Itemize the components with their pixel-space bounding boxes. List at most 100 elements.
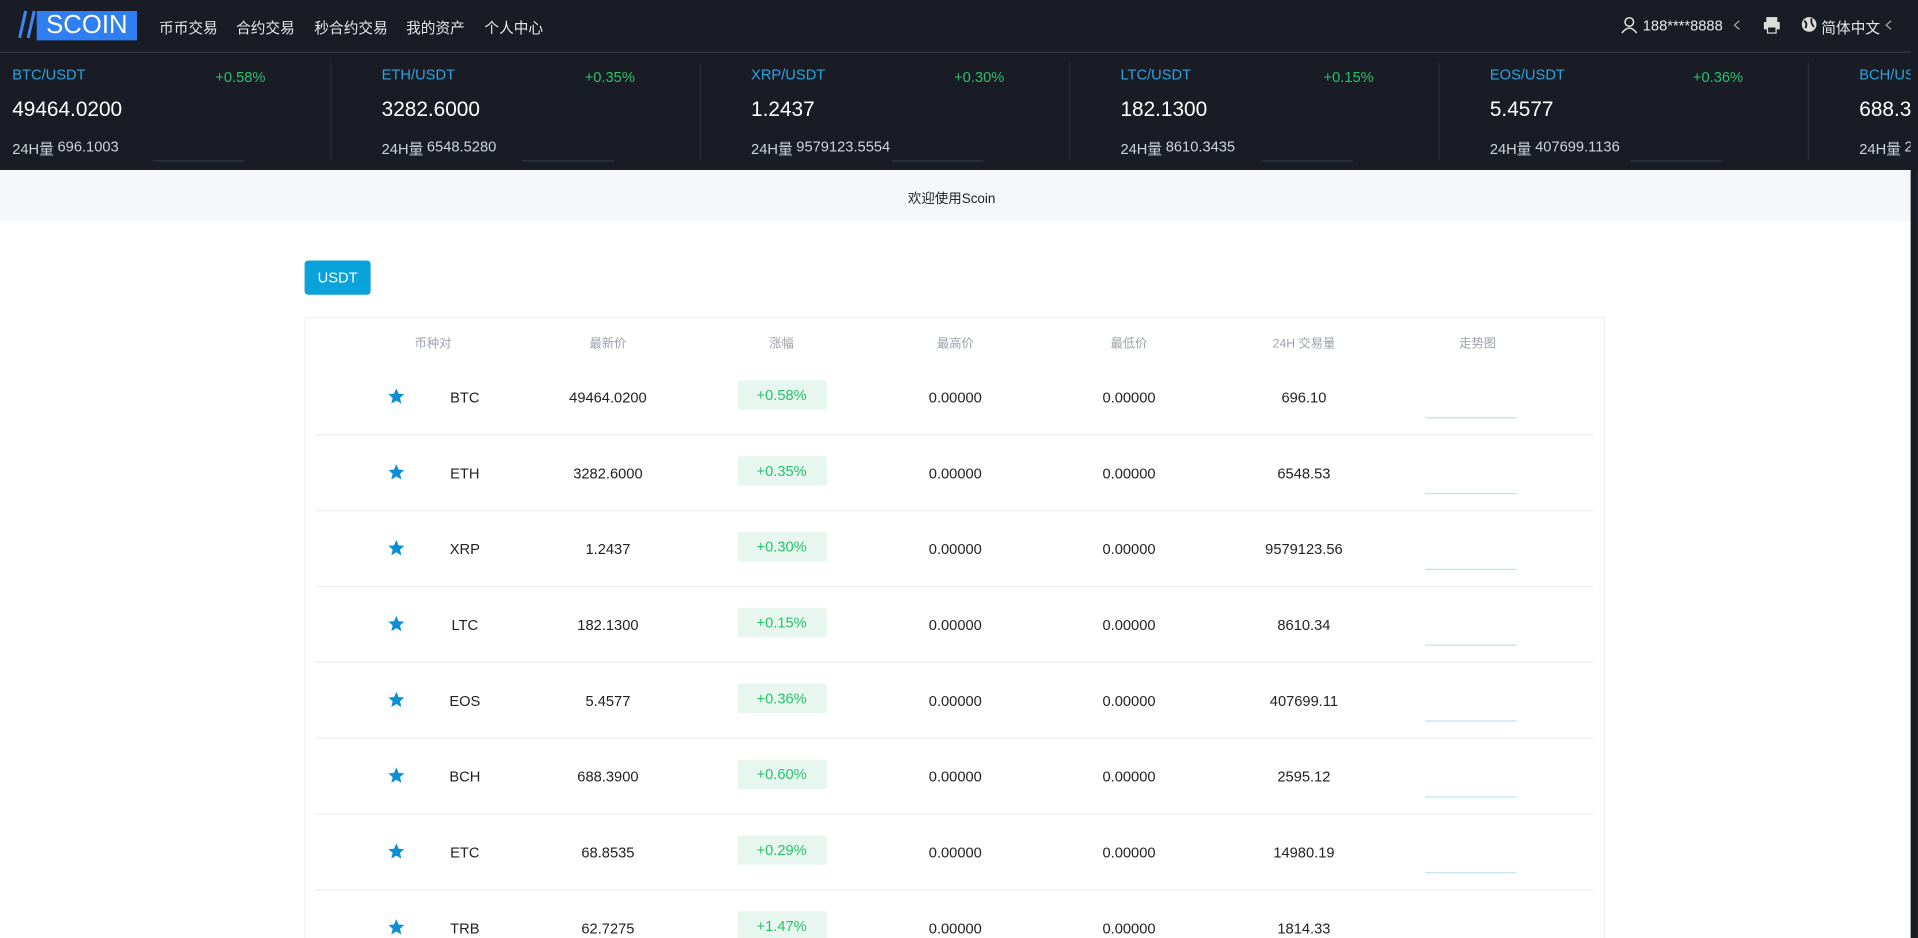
language[interactable]: 简体中文 <box>1821 19 1881 37</box>
ticker-card[interactable]: LTC/USDT +0.15% 182.1300 24H量 8610.3435 <box>1120 53 1475 170</box>
logo[interactable]: SCOIN <box>36 11 137 41</box>
ticker-pair: BCH/USDT <box>1859 66 1918 84</box>
value-cell: 0.00000 <box>1102 464 1156 482</box>
divider <box>1807 62 1810 161</box>
change-cell: +0.35% <box>756 462 807 480</box>
ticker-sparkline <box>1630 160 1723 162</box>
favorite-star[interactable] <box>388 843 405 860</box>
change-cell: +0.30% <box>756 538 807 556</box>
ticker-card[interactable]: BCH/USDT688.390024H量2595.12 <box>1859 53 1918 170</box>
nav-bar: SCOIN 188****8888 简体中文 币币交易 合约交易 秒合约交易 我的资产… <box>0 0 1918 53</box>
value-cell: 0.00000 <box>1102 919 1156 937</box>
nav-link[interactable]: 合约交易 <box>236 19 295 37</box>
globe-icon[interactable] <box>1801 16 1818 33</box>
value-cell: 1.2437 <box>585 540 631 558</box>
favorite-star[interactable] <box>388 388 405 405</box>
change-badge <box>737 532 827 562</box>
nav-link[interactable]: 我的资产 <box>406 19 465 37</box>
value-cell: 0.00000 <box>928 919 982 937</box>
ticker-price: 688.3900 <box>1859 97 1918 122</box>
value-cell: 68.8535 <box>581 844 635 862</box>
ticker-volume: 8610.3435 <box>1165 138 1236 156</box>
value-cell: 0.00000 <box>1102 768 1156 786</box>
trend-sparkline <box>1425 796 1517 798</box>
scrollbar <box>1910 0 1918 938</box>
change-badge <box>737 456 827 486</box>
value-cell: 696.10 <box>1281 388 1327 407</box>
ticker-sparkline <box>1261 160 1353 162</box>
nav-link[interactable]: 个人中心 <box>484 19 544 37</box>
coin-cell: TRB <box>450 919 480 937</box>
ticker-change: +0.58% <box>215 68 266 86</box>
table-row[interactable]: LTC 182.1300 +0.15% 0.00000 0.00000 8610.34 <box>315 586 1594 663</box>
ticker-volume-label: 24H量 <box>381 140 424 158</box>
ticker-pair: XRP/USDT <box>751 66 826 84</box>
favorite-star[interactable] <box>388 464 405 481</box>
chevron <box>1885 20 1892 30</box>
table-row[interactable]: TRB 62.7275 +1.47% 0.00000 0.00000 1814.33 <box>316 889 1594 938</box>
trend-sparkline <box>1425 872 1517 874</box>
table-row[interactable]: BCH 688.3900 +0.60% 0.00000 0.00000 2595.12 <box>315 738 1594 815</box>
ticker-volume: 407699.1136 <box>1535 138 1620 156</box>
table-row[interactable]: BTC 49464.0200 +0.58% 0.00000 0.00000 696.10 <box>315 358 1594 436</box>
value-cell: 9579123.56 <box>1265 540 1343 558</box>
ticker-price: 5.4577 <box>1489 97 1554 122</box>
favorite-star[interactable] <box>388 615 405 632</box>
trend-sparkline <box>1425 644 1517 646</box>
trend-sparkline <box>1425 417 1517 419</box>
value-cell: 0.00000 <box>1102 540 1156 558</box>
change-cell: +0.15% <box>756 614 807 632</box>
value-cell: 6548.53 <box>1277 464 1331 482</box>
ticker-pair: BTC/USDT <box>12 66 86 84</box>
tab-button[interactable]: USDT <box>304 260 371 295</box>
table-row[interactable]: ETH 3282.6000 +0.35% 0.00000 0.00000 6548.53 <box>315 434 1594 512</box>
ticker-card[interactable]: ETH/USDT +0.35% 3282.6000 24H量 6548.5280 <box>382 53 737 170</box>
print-icon[interactable] <box>1763 16 1781 34</box>
value-cell: 407699.11 <box>1269 692 1339 710</box>
table-row[interactable]: ETC 68.8535 +0.29% 0.00000 0.00000 14980.19 <box>315 813 1594 891</box>
ticker-card[interactable]: BTC/USDT +0.58% 49464.0200 24H量 696.1003 <box>12 53 367 170</box>
value-cell: 0.00000 <box>1102 692 1156 710</box>
ticker-volume-label: 24H量 <box>1859 140 1901 158</box>
favorite-star[interactable] <box>388 691 405 708</box>
value-cell: 0.00000 <box>928 388 982 407</box>
table-row[interactable]: XRP 1.2437 +0.30% 0.00000 0.00000 9579123.56 <box>315 510 1594 588</box>
ticker-card[interactable]: XRP/USDT +0.30% 1.2437 24H量 9579123.5554 <box>751 53 1106 170</box>
value-cell: 0.00000 <box>928 616 982 634</box>
change-cell: +0.29% <box>756 841 807 859</box>
nav-link[interactable]: 币币交易 <box>159 19 218 37</box>
value-cell: 49464.0200 <box>569 388 647 407</box>
ticker-sparkline <box>891 160 984 162</box>
table-row[interactable]: EOS 5.4577 +0.36% 0.00000 0.00000 407699.11 <box>315 662 1594 739</box>
coin-cell: BTC <box>450 388 480 407</box>
ticker-pair: EOS/USDT <box>1489 66 1565 84</box>
ticker-price: 49464.0200 <box>12 97 123 122</box>
market-table: 币种对 最新价 涨幅 最高价 最低价 24H 交易量 走势图 BTC 49464.0200 +0.… <box>304 316 1605 938</box>
ticker-card[interactable]: EOS/USDT +0.36% 5.4577 24H量 407699.1136 <box>1490 53 1845 170</box>
favorite-star[interactable] <box>388 919 405 936</box>
nav-link[interactable]: 秒合约交易 <box>314 19 388 37</box>
column-header: 最新价 <box>589 337 627 352</box>
ticker-volume: 6548.5280 <box>426 138 497 156</box>
ticker-volume-label: 24H量 <box>1489 140 1532 158</box>
divider <box>1438 62 1440 161</box>
favorite-star[interactable] <box>388 539 405 556</box>
divider <box>1069 62 1071 161</box>
user-name[interactable]: 188****8888 <box>1642 17 1723 35</box>
change-cell: +0.60% <box>756 765 807 783</box>
ticker-pair: ETH/USDT <box>381 66 456 84</box>
user-icon[interactable] <box>1621 16 1638 34</box>
ticker-change: +0.15% <box>1323 68 1374 86</box>
favorite-star[interactable] <box>388 767 405 784</box>
value-cell: 5.4577 <box>585 692 631 710</box>
ticker-price: 3282.6000 <box>381 97 480 122</box>
coin-cell: LTC <box>451 616 479 634</box>
value-cell: 0.00000 <box>928 768 982 786</box>
value-cell: 0.00000 <box>1102 388 1156 407</box>
ticker-price: 182.1300 <box>1120 97 1208 122</box>
change-badge <box>737 759 827 789</box>
value-cell: 0.00000 <box>928 844 982 862</box>
change-badge <box>737 683 827 714</box>
divider <box>330 62 332 161</box>
